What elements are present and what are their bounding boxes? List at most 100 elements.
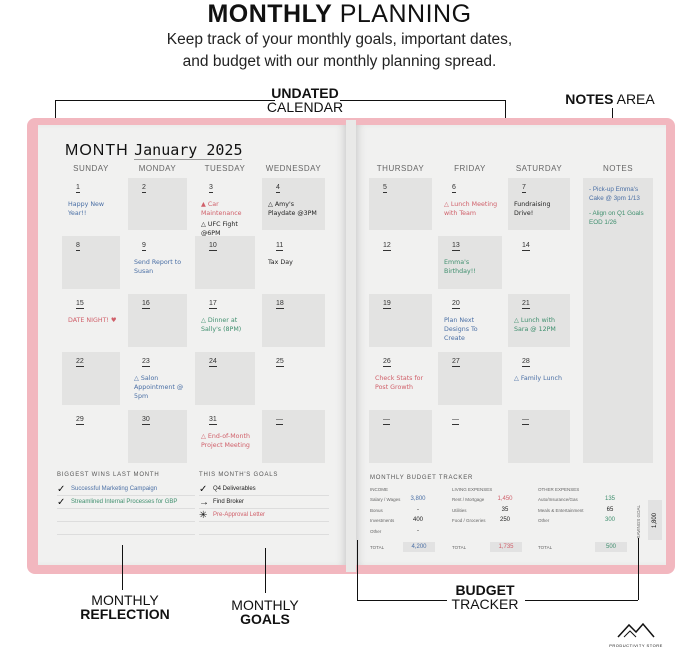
other-title: OTHER EXPENSES [538,487,580,492]
callout-line [55,100,275,101]
calendar-day-cell[interactable]: 27 [438,352,502,405]
other-row-value[interactable]: 300 [604,517,615,523]
calendar-day-cell[interactable]: 7 Fundraising Drive! [508,178,570,230]
calendar-day-cell[interactable]: 15 DATE NIGHT! ♥ [62,294,120,347]
calendar-day-cell[interactable]: 18 [262,294,325,347]
calendar-event: △ Dinner at Sally's (8PM) [201,317,242,333]
living-row-label: Utilities [452,507,467,513]
mountain-icon [617,622,655,638]
goals-row[interactable]: ✓ Q4 Deliverables [199,483,329,496]
calendar-event: Tax Day [268,259,293,266]
calendar-day-cell[interactable]: 25 [262,352,325,405]
calendar-day-cell[interactable]: 19 [369,294,432,347]
calendar-day-cell[interactable]: 31 △ End-of-Month Project Meeting [195,410,255,463]
calendar-day-cell[interactable]: 17 △ Dinner at Sally's (8PM) [195,294,255,347]
living-title: LIVING EXPENSES [452,487,493,492]
calendar-day-cell[interactable]: 9 Send Report to Susan [128,236,187,289]
calendar-day-cell[interactable]: 10 [195,236,255,289]
logo-text: PRODUCTIVITY STORE [609,643,663,648]
wins-row[interactable] [57,522,195,535]
notes-area[interactable]: - Pick-up Emma's Cake @ 3pm 1/13 - Align … [583,178,653,463]
other-row-value[interactable]: 135 [604,496,615,502]
day-number: 20 [452,300,460,309]
goals-status-icon: → [199,496,209,508]
living-row-value[interactable]: 35 [501,506,509,513]
day-number: 22 [76,358,84,367]
calendar-day-cell[interactable]: — [438,410,502,463]
goals-title: THIS MONTH'S GOALS [199,472,279,478]
day-number: 7 [522,184,526,193]
income-row-value[interactable]: 3,800 [410,496,426,502]
income-row-value[interactable]: 400 [412,517,423,523]
other-row-label: Meals & Entertainment [538,507,584,513]
day-number: 25 [276,358,284,367]
goals-status-icon: ✳ [199,509,208,521]
calendar-day-cell[interactable]: 13 Emma's Birthday!! [438,236,502,289]
weekday-label: FRIDAY [454,164,486,173]
calendar-event: Check Stats for Post Growth [375,375,424,391]
other-row-value[interactable]: 65 [606,506,614,513]
goals-item: Find Broker [213,499,245,505]
wins-item: Streamlined Internal Processes for GBP [71,499,178,505]
calendar-day-cell[interactable]: 29 [62,410,120,463]
wins-row[interactable] [57,509,195,522]
goals-row[interactable]: → Find Broker [199,496,329,509]
living-row-value[interactable]: 250 [499,517,510,523]
day-number: 2 [142,184,146,193]
callout-line [357,600,447,601]
calendar-day-cell[interactable]: — [262,410,325,463]
calendar-day-cell[interactable]: 12 [369,236,432,289]
calendar-event: Happy New Year!! [68,201,105,217]
day-number: — [522,416,529,425]
calendar-day-cell[interactable]: 28 △ Family Lunch [508,352,570,405]
income-row-value[interactable]: - [417,527,419,534]
calendar-day-cell[interactable]: 2 [128,178,187,230]
calendar-day-cell[interactable]: 16 [128,294,187,347]
living-total-label: TOTAL [452,545,467,550]
day-number: — [276,416,283,425]
day-number: — [383,416,390,425]
notes-column-label: NOTES [602,164,634,173]
calendar-day-cell[interactable]: 23 △ Salon Appointment @ 5pm [128,352,187,405]
callout-monthly-reflection: MONTHLY REFLECTION [80,592,170,622]
wins-row[interactable]: ✓ Streamlined Internal Processes for GBP [57,496,195,509]
calendar-day-cell[interactable]: 21 △ Lunch with Sara @ 12PM [508,294,570,347]
goals-item: Q4 Deliverables [213,486,256,492]
calendar-event: △ Lunch Meeting with Team [444,201,498,217]
calendar-day-cell[interactable]: 20 Plan Next Designs To Create [438,294,502,347]
calendar-day-cell[interactable]: 8 [62,236,120,289]
goals-row[interactable] [199,522,329,535]
goals-row[interactable]: ✳ Pre-Approval Letter [199,509,329,522]
income-row-label: Bonus [370,507,383,513]
calendar-day-cell[interactable]: — [369,410,432,463]
living-row-value[interactable]: 1,450 [497,496,513,502]
calendar-day-cell[interactable]: 26 Check Stats for Post Growth [369,352,432,405]
calendar-day-cell[interactable]: 11 Tax Day [262,236,325,289]
calendar-day-cell[interactable]: — [508,410,570,463]
calendar-day-cell[interactable]: 3 ▲ Car Maintenance △ UFC Fight @6PM [195,178,255,237]
weekday-label: THURSDAY [376,164,425,173]
income-row-label: Salary / Wages [370,497,401,502]
day-number: 28 [522,358,530,367]
calendar-event: DATE NIGHT! ♥ [68,317,117,324]
calendar-day-cell[interactable]: 4 △ Amy's Playdate @3PM [262,178,325,230]
calendar-day-cell[interactable]: 14 [508,236,570,289]
month-heading: MONTH January 2025 [65,141,243,160]
other-total-label: TOTAL [538,545,553,550]
calendar-day-cell[interactable]: 5 [369,178,432,230]
calendar-day-cell[interactable]: 30 [128,410,187,463]
day-number: 23 [142,358,150,367]
callout-line [525,600,638,601]
day-number: 29 [76,416,84,425]
calendar-event: △ Lunch with Sara @ 12PM [514,317,556,333]
wins-row[interactable]: ✓ Successful Marketing Campaign [57,483,195,496]
calendar-day-cell[interactable]: 22 [62,352,120,405]
calendar-day-cell[interactable]: 24 [195,352,255,405]
callout-undated-calendar: UNDATED CALENDAR [266,85,344,115]
day-number: 14 [522,242,530,251]
day-number: 19 [383,300,391,309]
income-row-value[interactable]: - [417,506,419,513]
goals-item: Pre-Approval Letter [213,512,266,518]
calendar-day-cell[interactable]: 6 △ Lunch Meeting with Team [438,178,502,230]
calendar-day-cell[interactable]: 1 Happy New Year!! [62,178,120,230]
